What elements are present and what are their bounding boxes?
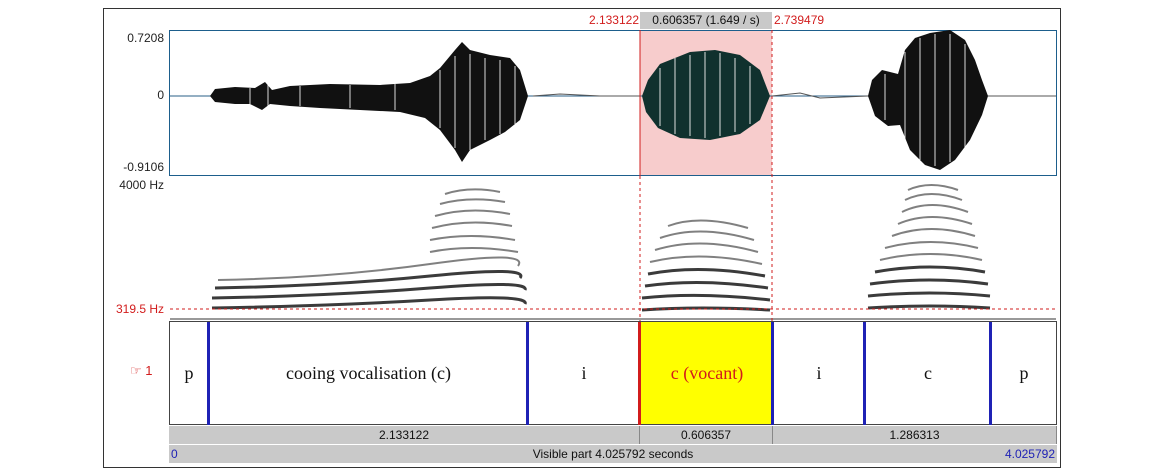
tier-boundary[interactable] bbox=[863, 322, 866, 425]
selection-start-time: 2.133122 bbox=[588, 13, 639, 27]
tier-number: 1 bbox=[145, 363, 153, 378]
tier-interval-i-2[interactable]: i bbox=[816, 362, 822, 383]
tier-boundary[interactable] bbox=[771, 322, 774, 425]
spectrogram-panel[interactable] bbox=[169, 176, 1057, 322]
visible-part-label: Visible part 4.025792 seconds bbox=[532, 447, 694, 461]
selection-end-time: 2.739479 bbox=[774, 13, 825, 27]
textgrid-tier-panel[interactable] bbox=[169, 321, 1057, 425]
tier-selected-interval[interactable] bbox=[640, 322, 772, 424]
spectrogram-freq-top: 4000 Hz bbox=[119, 178, 164, 192]
visible-end-time: 4.025792 bbox=[1004, 447, 1055, 461]
waveform-y-max: 0.7208 bbox=[127, 31, 164, 45]
visible-part-bar[interactable]: Visible part 4.025792 seconds 0 4.025792 bbox=[169, 445, 1057, 463]
visible-start-time: 0 bbox=[171, 447, 178, 461]
duration-selection[interactable]: 0.606357 bbox=[640, 426, 773, 444]
tier-interval-c-vocant[interactable]: c (vocant) bbox=[670, 362, 744, 383]
spectrogram-harmonics bbox=[211, 184, 991, 312]
tier-interval-cooing[interactable]: cooing vocalisation (c) bbox=[286, 362, 451, 383]
tier-interval-i-1[interactable]: i bbox=[581, 362, 587, 383]
waveform-y-min: -0.9106 bbox=[123, 160, 164, 174]
tier-boundary[interactable] bbox=[989, 322, 992, 425]
waveform-y-zero: 0 bbox=[157, 88, 164, 102]
selection-duration[interactable]: 0.606357 (1.649 / s) bbox=[640, 12, 772, 29]
duration-after-selection[interactable]: 1.286313 bbox=[773, 426, 1057, 444]
tier-boundary-selected[interactable] bbox=[638, 322, 641, 425]
waveform-envelope-3 bbox=[868, 30, 988, 170]
tier-interval-p-start[interactable]: p bbox=[184, 362, 194, 383]
waveform-envelope-1 bbox=[210, 42, 528, 162]
tier-boundary[interactable] bbox=[526, 322, 529, 425]
tier-interval-p-end[interactable]: p bbox=[1019, 362, 1029, 383]
tier-boundary[interactable] bbox=[207, 322, 210, 425]
tier-interval-c[interactable]: c bbox=[924, 362, 932, 383]
spectrogram-pitch-cursor-label: 319.5 Hz bbox=[115, 302, 164, 316]
duration-before-selection[interactable]: 2.133122 bbox=[169, 426, 640, 444]
waveform-envelope-2 bbox=[642, 50, 770, 140]
tier-number-label[interactable]: ☞ 1 bbox=[130, 363, 153, 379]
pointing-hand-icon: ☞ bbox=[130, 363, 146, 378]
